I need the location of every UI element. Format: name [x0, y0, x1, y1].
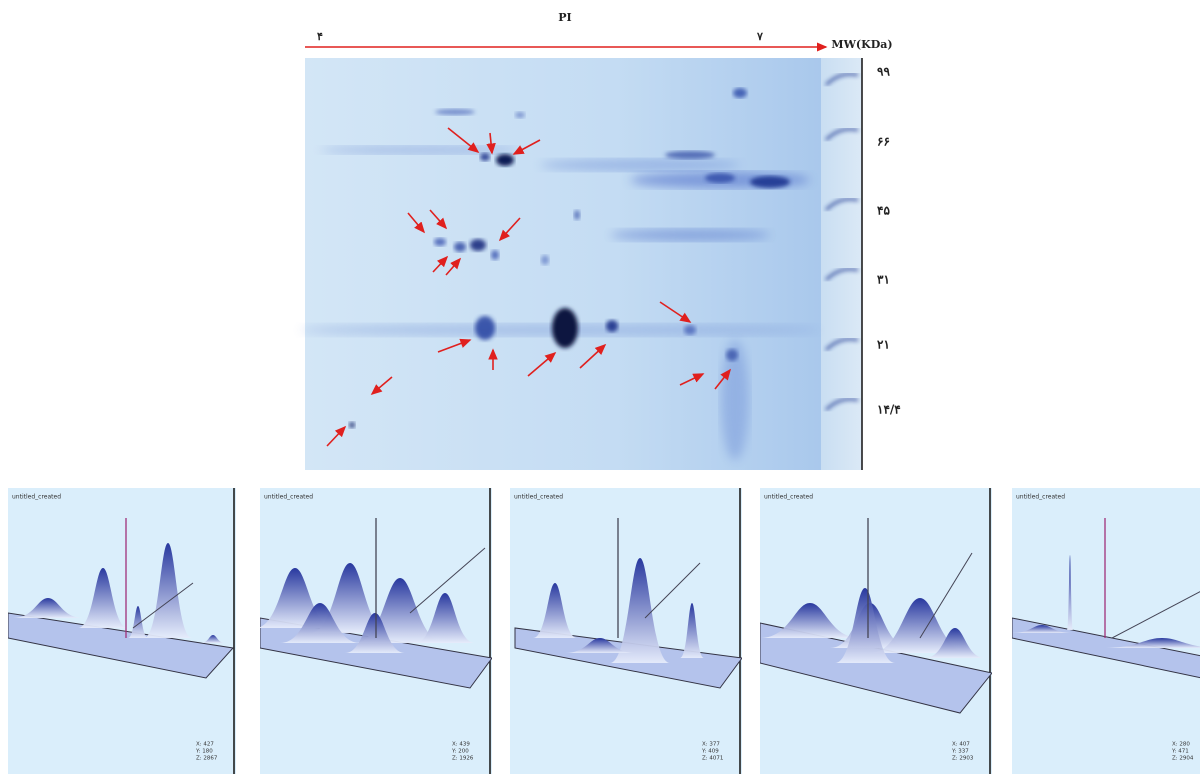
panel-coord: Y: 471: [1171, 749, 1189, 755]
spot: [349, 422, 355, 428]
panel-coord: Z: 1926: [452, 756, 474, 762]
panel-title: untitled_created: [12, 494, 61, 501]
panel-coord: X: 427: [196, 742, 214, 748]
spot: [750, 176, 790, 188]
spot: [475, 316, 495, 340]
spot: [434, 238, 446, 246]
spot: [726, 349, 738, 361]
spot: [480, 153, 490, 161]
panel-coord: Z: 2903: [952, 756, 974, 762]
spot: [733, 88, 747, 98]
panel-coord: Z: 2904: [1172, 756, 1194, 762]
spot: [574, 210, 580, 220]
peak-panel: untitled_created X: 439Y: 200Z: 1926: [260, 488, 492, 774]
panel-title: untitled_created: [514, 494, 563, 501]
panel-coord: X: 407: [952, 742, 970, 748]
panel-coord: Z: 4071: [702, 756, 723, 762]
mw-tick-label: ۶۶: [877, 135, 890, 149]
spot: [665, 151, 715, 159]
spot: [515, 112, 525, 118]
panel-coord: X: 280: [1172, 742, 1190, 748]
spot: [684, 325, 696, 335]
panel-title: untitled_created: [764, 494, 813, 501]
gel-figure: PI ۴ ۷ MW(KDa) ۹۹ ۶۶ ۴۵ ۳۱ ۲۱ ۱۴/۴: [0, 0, 1200, 480]
spot: [320, 146, 520, 154]
spot: [540, 159, 740, 171]
spot: [496, 154, 514, 166]
panel-title: untitled_created: [1016, 494, 1065, 501]
mw-tick-label: ۳۱: [877, 273, 890, 287]
panel-coord: X: 377: [702, 742, 720, 748]
mw-label: MW(KDa): [831, 38, 892, 51]
mw-tick-label: ۴۵: [877, 204, 890, 218]
spot: [541, 255, 549, 265]
pi-end: ۷: [756, 30, 763, 43]
spot: [435, 109, 475, 115]
spot: [470, 239, 486, 251]
panel-coord: X: 439: [452, 742, 470, 748]
pi-start: ۴: [317, 30, 323, 43]
figure: PI ۴ ۷ MW(KDa) ۹۹ ۶۶ ۴۵ ۳۱ ۲۱ ۱۴/۴ untitled_c…: [0, 0, 1200, 774]
panel-coord: Y: 180: [195, 749, 213, 755]
panel-coord: Y: 337: [951, 749, 969, 755]
panel-coord: Y: 200: [451, 749, 469, 755]
spot: [454, 242, 466, 252]
spot: [610, 229, 770, 241]
mw-tick-label: ۹۹: [877, 65, 890, 79]
spot: [705, 173, 735, 183]
panel-coord: Y: 409: [701, 749, 719, 755]
mw-ticks: ۹۹ ۶۶ ۴۵ ۳۱ ۲۱ ۱۴/۴: [877, 65, 901, 417]
spot: [491, 250, 499, 260]
panel-coord: Z: 2867: [196, 756, 218, 762]
panel-title: untitled_created: [264, 494, 313, 501]
spot: [606, 320, 618, 332]
pi-label: PI: [558, 11, 571, 24]
spot: [552, 308, 578, 348]
mw-tick-label: ۱۴/۴: [877, 403, 901, 417]
mw-tick-label: ۲۱: [877, 338, 890, 352]
